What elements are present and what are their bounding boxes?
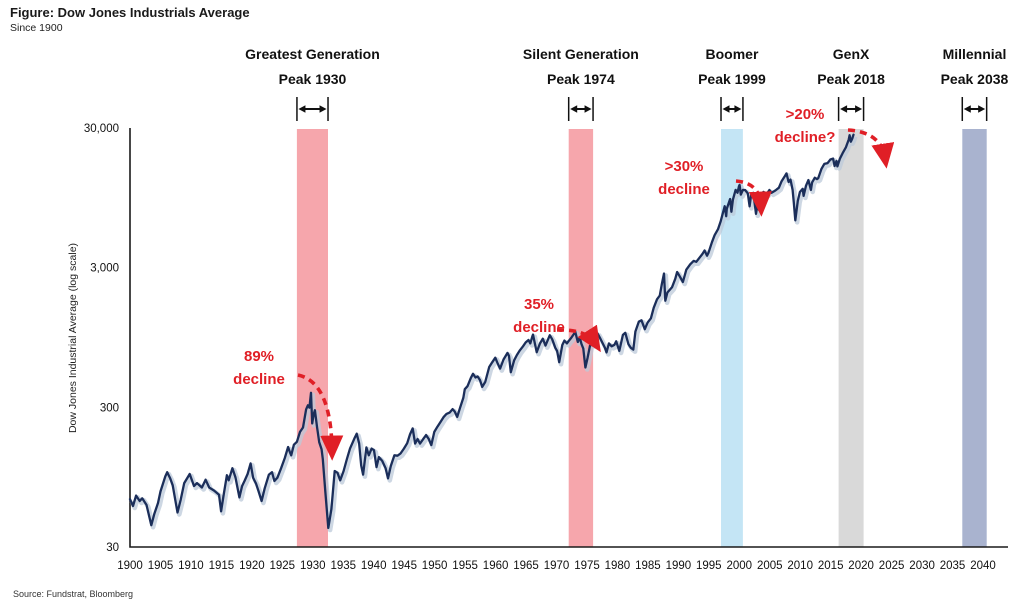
x-tick-label: 1950 [422, 560, 448, 572]
peak-range-marker [567, 97, 594, 121]
left-arrowhead-icon [963, 105, 971, 113]
x-tick-label: 2020 [848, 560, 874, 572]
left-arrowhead-icon [298, 105, 306, 113]
peak-range-marker [961, 97, 988, 121]
generation-band [296, 129, 328, 547]
y-tick-label: 30,000 [84, 123, 119, 135]
decline-arrow-icon [847, 128, 895, 169]
x-tick-label: 1910 [178, 560, 204, 572]
y-axis-title: Dow Jones Industrial Average (log scale) [67, 243, 79, 433]
x-tick-label: 2015 [818, 560, 844, 572]
generation-peak-year: Peak 2018 [817, 71, 885, 87]
x-tick-label: 1995 [696, 560, 722, 572]
generation-peak-year: Peak 2038 [941, 71, 1009, 87]
x-tick-label: 1955 [452, 560, 478, 572]
left-arrowhead-icon [840, 105, 848, 113]
generation-peak-year: Peak 1930 [279, 71, 347, 87]
x-tick-label: 2040 [970, 560, 996, 572]
x-tick-label: 2005 [757, 560, 783, 572]
decline-label: >20% [786, 106, 825, 123]
x-tick-label: 1930 [300, 560, 326, 572]
axis-lines [129, 128, 1008, 548]
x-tick-label: 1925 [270, 560, 296, 572]
x-tick-label: 2030 [909, 560, 935, 572]
y-tick-label: 3,000 [90, 263, 119, 275]
right-arrowhead-icon [978, 105, 986, 113]
x-tick-label: 1975 [574, 560, 600, 572]
figure-subtitle: Since 1900 [10, 22, 63, 34]
decline-label: 35% [524, 296, 554, 313]
decline-label: decline [513, 319, 565, 336]
generation-band [962, 129, 987, 547]
decline-label: decline? [775, 129, 836, 146]
decline-arrow-icon [735, 179, 772, 217]
x-tick-label: 1970 [544, 560, 570, 572]
left-arrowhead-icon [570, 105, 578, 113]
generation-band [838, 129, 864, 547]
x-tick-label: 2010 [787, 560, 813, 572]
x-tick-label: 1935 [331, 560, 357, 572]
decline-arrow-icon [556, 324, 601, 353]
right-arrowhead-icon [319, 105, 327, 113]
generation-bands [296, 129, 987, 547]
x-tick-label: 1965 [513, 560, 539, 572]
y-tick-label: 300 [100, 402, 119, 414]
djia-line-series [128, 133, 858, 533]
right-arrowhead-icon [584, 105, 592, 113]
x-tick-label: 1940 [361, 560, 387, 572]
decline-arrow-icon [297, 373, 344, 461]
decline-annotations: 89% decline 35% decline >30% decline >20% decli… [233, 106, 895, 461]
right-arrowhead-icon [855, 105, 863, 113]
x-tick-label: 2035 [940, 560, 966, 572]
y-tick-label: 30 [106, 542, 119, 554]
x-tick-label: 1960 [483, 560, 509, 572]
left-arrowhead-icon [722, 105, 730, 113]
peak-range-marker [837, 97, 865, 121]
peak-range-marker [296, 97, 329, 121]
right-arrowhead-icon [734, 105, 742, 113]
generation-peak-labels: Greatest Generation Peak 1930 Silent Gener… [245, 46, 1009, 121]
x-tick-label: 2000 [727, 560, 753, 572]
x-tick-label: 1980 [605, 560, 631, 572]
x-tick-label: 1920 [239, 560, 265, 572]
generation-label: GenX [833, 46, 870, 62]
decline-label: decline [658, 181, 710, 198]
generation-label: Boomer [706, 46, 759, 62]
source-note: Source: Fundstrat, Bloomberg [13, 589, 134, 599]
line-shadow [129, 134, 858, 533]
generation-label: Greatest Generation [245, 46, 380, 62]
x-tick-label: 1985 [635, 560, 661, 572]
generation-label: Silent Generation [523, 46, 639, 62]
x-tick-label: 1900 [117, 560, 143, 572]
axes [129, 128, 1008, 548]
x-axis-tick-labels: 1900 1905 1910 1915 1920 1925 1930 1935 1940 1945… [117, 560, 996, 572]
x-tick-label: 1905 [148, 560, 174, 572]
generation-peak-year: Peak 1999 [698, 71, 766, 87]
figure-title: Figure: Dow Jones Industrials Average [10, 5, 250, 20]
y-axis-tick-labels: 30,000 3,000 300 30 [84, 123, 119, 554]
generation-label: Millennial [943, 46, 1007, 62]
decline-label: >30% [665, 158, 704, 175]
peak-range-marker [720, 97, 744, 121]
x-tick-label: 1945 [391, 560, 417, 572]
decline-label: 89% [244, 348, 274, 365]
generation-band [721, 129, 743, 547]
x-tick-label: 1990 [666, 560, 692, 572]
x-tick-label: 2025 [879, 560, 905, 572]
x-tick-label: 1915 [209, 560, 235, 572]
generation-peak-year: Peak 1974 [547, 71, 615, 87]
decline-label: decline [233, 371, 285, 388]
